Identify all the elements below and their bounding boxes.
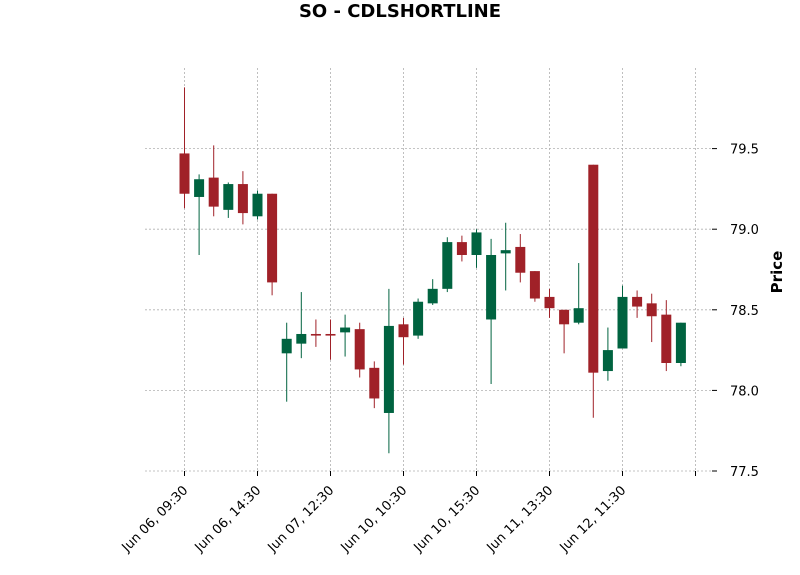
candle [471,229,482,268]
candle [500,222,511,291]
candle-body-up [617,296,628,349]
x-tick-label: Jun 11, 13:30 [484,483,557,556]
y-tick-label: 79.5 [730,143,759,158]
candle-body-down [237,184,248,214]
candle [325,319,336,360]
candle [223,182,234,218]
candle [413,298,424,339]
candle [427,279,438,305]
candle-body-up [602,350,613,372]
candle-body-up [296,333,307,344]
y-axis-label: Price [768,251,786,294]
candle [617,285,628,349]
y-axis: 77.5 78.0 78.5 79.0 79.5 [712,143,759,480]
candle [646,293,657,343]
chart-title: SO - CDLSHORTLINE [299,1,501,22]
candle-body-down [310,333,321,336]
candle-body-down [208,177,219,207]
x-tick-label: Jun 12, 11:30 [557,483,630,556]
candle-body-down [559,309,570,325]
candle-body-up [383,325,394,413]
candle-body-up [281,338,292,354]
candle [544,288,555,318]
candle [398,317,409,365]
candle-body-down [354,329,365,370]
candle-body-down [588,164,599,373]
y-tick-label: 77.5 [730,465,759,480]
candle-body-up [194,179,205,197]
candle-body-up [252,193,263,217]
candle-body-up [223,184,234,210]
candle-body-up [413,301,424,336]
x-tick-label: Jun 10, 10:30 [338,483,411,556]
candle [208,145,219,217]
candle [310,319,321,347]
candle [252,190,263,220]
y-tick-label: 79.0 [730,223,759,238]
candle-body-down [544,296,555,309]
candle-body-down [646,303,657,317]
candle [675,322,686,367]
candle [486,238,497,384]
y-tick-label: 78.0 [730,384,759,399]
candle-body-up [500,250,511,254]
candle-body-down [529,271,540,299]
candle-body-up [442,242,453,289]
candle-body-up [573,308,584,323]
candle-body-down [369,367,380,399]
candle [281,322,292,402]
candle [340,314,351,357]
candle-layer [179,87,686,454]
candle-body-down [632,296,643,307]
candle-body-up [427,288,438,304]
candle-body-down [661,314,672,363]
candle-body-down [267,193,278,283]
candle [383,288,394,454]
candle-body-down [515,246,526,273]
candle [515,234,526,283]
candle [354,322,365,378]
candle [661,300,672,372]
candle [456,235,467,262]
candle [529,271,540,302]
grid-layer [145,68,712,472]
y-tick-label: 78.5 [730,304,759,319]
candle [632,290,643,318]
x-tick-label: Jun 10, 15:30 [411,483,484,556]
candle [442,237,453,293]
candle-body-up [675,322,686,363]
candle [194,174,205,255]
candle [602,327,613,381]
candle-body-down [179,153,190,194]
candle [179,87,190,209]
candle-body-down [398,324,409,338]
x-tick-label: Jun 07, 12:30 [265,483,338,556]
candle-body-up [340,327,351,333]
candle [559,309,570,354]
candle [267,193,278,296]
candle [369,361,380,409]
candle-body-down [325,333,336,336]
x-tick-label: Jun 06, 14:30 [192,483,265,556]
candle [237,171,248,225]
x-axis: Jun 06, 09:30 Jun 06, 14:30 Jun 07, 12:30 J… [119,471,696,556]
x-tick-label: Jun 06, 09:30 [119,483,192,556]
candle [573,263,584,325]
candle [588,164,599,418]
candle-body-up [486,254,497,320]
candle-body-up [471,232,482,255]
candle-body-down [456,242,467,255]
candle [296,292,307,359]
